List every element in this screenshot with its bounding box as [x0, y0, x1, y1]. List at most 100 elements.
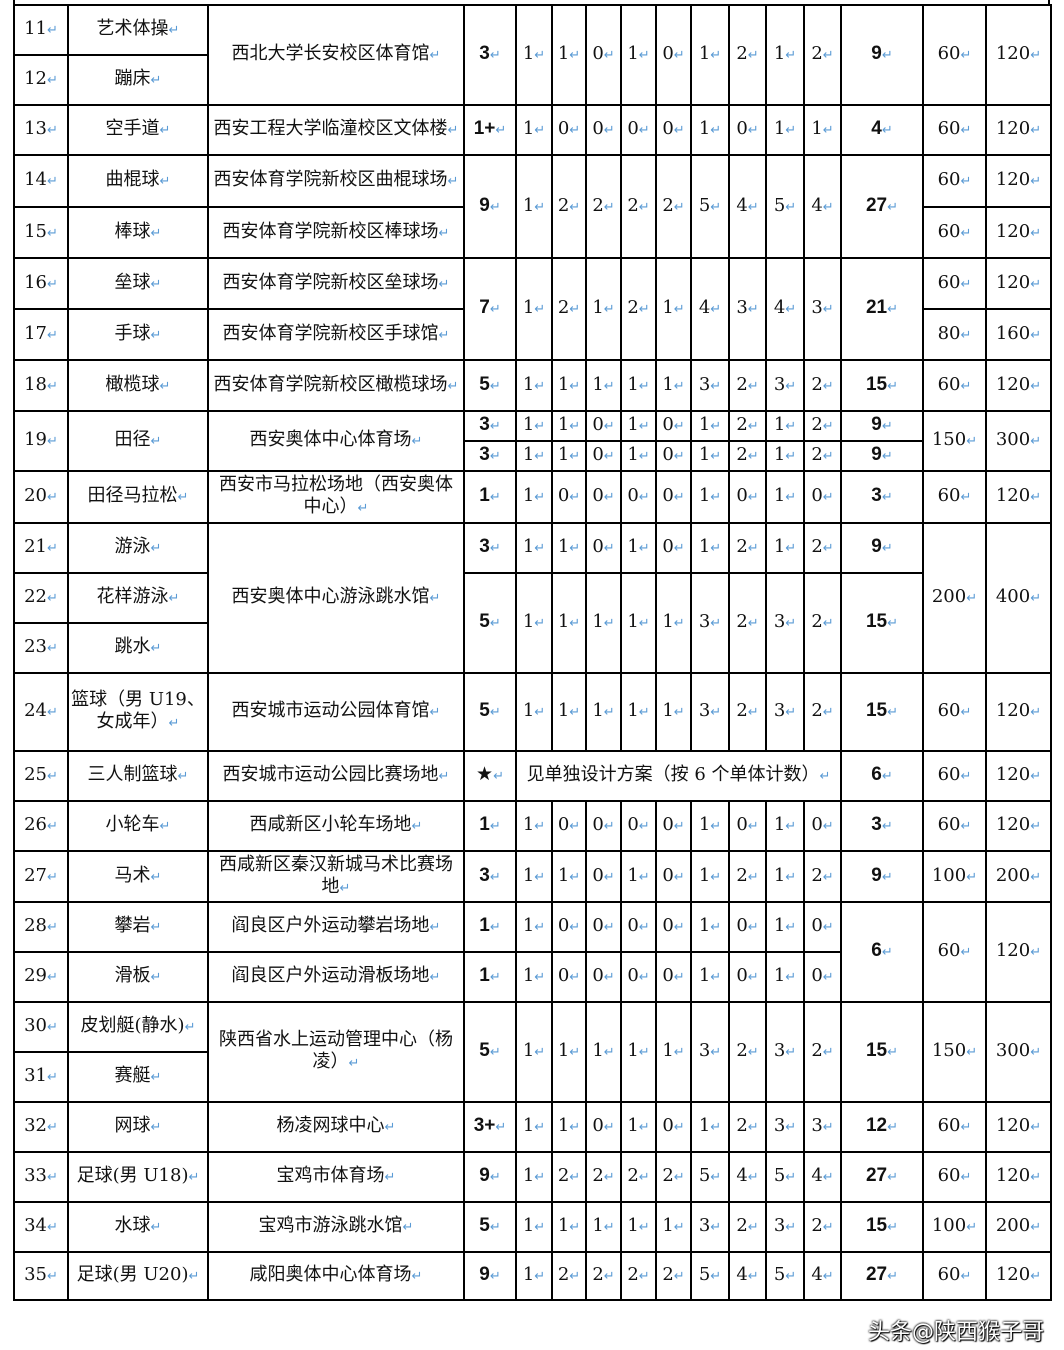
count-cell-text: 1 — [662, 297, 684, 318]
count-cell: 2 — [728, 1001, 767, 1103]
level-count-text: 5 — [479, 1215, 500, 1236]
value-a-text: 150 — [932, 1040, 977, 1061]
level-count: 1+ — [463, 104, 517, 156]
value-a-text: 60 — [938, 485, 972, 506]
total-count: 9 — [840, 850, 924, 903]
count-cell-text: 0 — [811, 814, 833, 835]
count-cell-text: 1 — [627, 700, 649, 721]
value-b-text: 200 — [996, 1215, 1041, 1236]
count-cell-text: 1 — [558, 414, 580, 435]
count-cell: 1 — [765, 850, 805, 903]
value-a-text: 60 — [938, 1264, 972, 1285]
count-cell: 1 — [620, 522, 657, 574]
value-b: 200 — [985, 1201, 1052, 1253]
venue-name: 西安工程大学临潼校区文体楼 — [207, 104, 465, 156]
count-cell-text: 0 — [592, 915, 614, 936]
count-cell-text: 1 — [558, 43, 580, 64]
level-count-text: 5 — [479, 374, 500, 395]
count-cell-text: 3 — [774, 611, 796, 632]
sport-name: 跳水 — [67, 622, 209, 674]
count-cell-text: 1 — [523, 414, 545, 435]
sport-name-text: 网球 — [115, 1115, 162, 1136]
count-cell: 0 — [655, 901, 692, 953]
value-a: 60 — [922, 359, 987, 412]
venue-name-text: 阎良区户外运动攀岩场地 — [232, 915, 441, 936]
count-cell-text: 3 — [774, 374, 796, 395]
row-number: 13 — [13, 104, 69, 156]
row-number: 32 — [13, 1101, 69, 1153]
count-cell-text: 1 — [627, 1215, 649, 1236]
count-cell: 1 — [515, 1101, 553, 1153]
count-cell-text: 1 — [523, 444, 545, 465]
sport-name-text: 跳水 — [115, 636, 162, 657]
value-b-text: 120 — [996, 272, 1041, 293]
count-cell-text: 1 — [523, 1165, 545, 1186]
sport-name-text: 水球 — [115, 1215, 162, 1236]
count-cell: 2 — [803, 1001, 842, 1103]
value-b: 200 — [985, 850, 1052, 903]
venue-name-text: 西安体育学院新校区棒球场 — [223, 221, 450, 242]
sport-name: 篮球（男 U19、女成年） — [67, 672, 209, 752]
count-cell: 1 — [620, 1001, 657, 1103]
value-b-text: 120 — [996, 940, 1041, 961]
count-cell: 4 — [803, 1151, 842, 1203]
count-cell-text: 0 — [811, 485, 833, 506]
count-cell: 0 — [728, 470, 767, 524]
total-count: 4 — [840, 104, 924, 156]
count-cell-text: 1 — [774, 915, 796, 936]
count-cell-text: 0 — [662, 485, 684, 506]
table-row: 24篮球（男 U19、女成年）西安城市运动公园体育馆51111132321560… — [13, 672, 1052, 752]
venue-name: 西安城市运动公园比赛场地 — [207, 750, 465, 802]
count-cell-text: 2 — [811, 374, 833, 395]
count-cell: 2 — [803, 572, 842, 674]
sport-name-text: 三人制篮球 — [88, 764, 189, 785]
count-cell: 1 — [515, 672, 553, 752]
count-cell-text: 1 — [662, 1040, 684, 1061]
total-count-text: 15 — [866, 1215, 898, 1236]
count-cell: 0 — [655, 800, 692, 852]
level-count-text: 1 — [479, 965, 500, 986]
count-cell-text: 1 — [558, 1040, 580, 1061]
venue-name-text: 宝鸡市游泳跳水馆 — [259, 1215, 414, 1236]
count-cell: 1 — [551, 4, 587, 106]
value-b: 120 — [985, 1151, 1052, 1203]
venue-name: 西咸新区秦汉新城马术比赛场地 — [207, 850, 465, 903]
count-cell-text: 1 — [699, 1115, 721, 1136]
count-cell: 5 — [765, 1251, 805, 1301]
count-cell-text: 1 — [774, 485, 796, 506]
count-cell-text: 2 — [736, 536, 758, 557]
count-cell-text: 1 — [558, 1115, 580, 1136]
venue-name-text: 宝鸡市体育场 — [277, 1165, 396, 1186]
row-number: 28 — [13, 901, 69, 953]
count-cell-text: 1 — [627, 374, 649, 395]
count-cell-text: 1 — [558, 444, 580, 465]
sport-name-text: 足球(男 U18) — [77, 1165, 200, 1186]
row-number-text: 26 — [24, 814, 58, 835]
value-a-text: 100 — [932, 1215, 977, 1236]
count-cell-text: 2 — [811, 1215, 833, 1236]
sport-name: 艺术体操 — [67, 4, 209, 56]
count-cell: 3 — [765, 359, 805, 412]
value-a: 60 — [922, 257, 987, 310]
table-row: 21游泳西安奥体中心游泳跳水馆31101012129200400 — [13, 522, 1052, 674]
count-cell: 2 — [585, 1251, 622, 1301]
count-cell: 1 — [655, 257, 692, 361]
count-cell: 2 — [803, 410, 842, 442]
count-cell: 1 — [515, 1151, 553, 1203]
count-cell-text: 2 — [736, 414, 758, 435]
count-cell: 5 — [690, 1151, 730, 1203]
sport-name-text: 曲棍球 — [106, 169, 171, 190]
count-cell: 1 — [515, 951, 553, 1003]
value-b-text: 120 — [996, 221, 1041, 242]
table-row: 11艺术体操西北大学长安校区体育馆3110101212960120 — [13, 4, 1052, 106]
value-b-text: 120 — [996, 169, 1041, 190]
total-count: 9 — [840, 410, 924, 442]
count-cell-text: 1 — [699, 814, 721, 835]
value-b: 400 — [985, 522, 1052, 674]
count-cell: 1 — [551, 522, 587, 574]
count-cell-text: 1 — [523, 1264, 545, 1285]
count-cell: 1 — [515, 257, 553, 361]
row-number-text: 14 — [24, 169, 58, 190]
sport-name-text: 小轮车 — [106, 814, 171, 835]
venue-name-text: 陕西省水上运动管理中心（杨凌） — [219, 1029, 453, 1072]
